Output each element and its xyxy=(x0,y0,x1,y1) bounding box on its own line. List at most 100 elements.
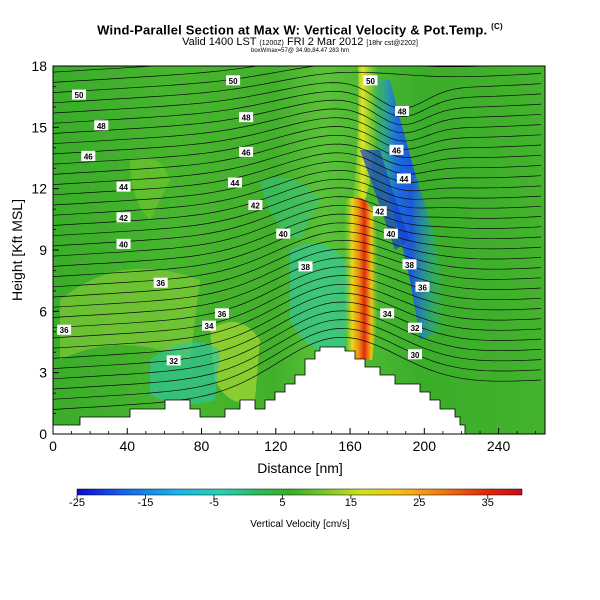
contour-label: 30 xyxy=(408,349,423,360)
theta-contour-line xyxy=(53,196,542,247)
theta-contour-line xyxy=(53,336,542,410)
y-tick-label: 18 xyxy=(31,58,47,74)
theta-contour-line xyxy=(53,301,542,369)
chart-title-text: Wind-Parallel Section at Max W: Vertical… xyxy=(97,22,488,38)
contour-label-box xyxy=(227,177,242,188)
contour-label: 50 xyxy=(71,89,86,100)
x-tick-label: 40 xyxy=(119,438,135,454)
contour-label-text: 42 xyxy=(119,214,128,223)
theta-contour-line xyxy=(53,71,542,104)
colorbar-ticks: -25 -15 -5 5 15 25 35 xyxy=(69,495,494,509)
contour-label-text: 40 xyxy=(279,230,288,239)
contour-label-box xyxy=(248,200,263,211)
contour-label-box xyxy=(201,320,216,331)
contour-label-box xyxy=(57,324,72,335)
colorbar-label: Vertical Velocity [cm/s] xyxy=(250,519,350,530)
colorbar-tick-label: 35 xyxy=(482,497,494,509)
contour-label: 40 xyxy=(116,238,131,249)
theta-contour-line xyxy=(53,66,160,73)
y-tick-label: 3 xyxy=(39,365,47,381)
x-tick-label: 200 xyxy=(413,438,437,454)
contour-label-text: 36 xyxy=(418,283,427,292)
contour-label-text: 50 xyxy=(366,77,375,86)
contour-label-text: 50 xyxy=(75,91,84,100)
contour-label-box xyxy=(116,212,131,223)
contour-label-box xyxy=(276,228,291,239)
main-updraft-column xyxy=(343,196,379,360)
y-tick-label: 12 xyxy=(31,181,47,197)
x-tick-label: 0 xyxy=(49,438,57,454)
contour-label: 34 xyxy=(380,308,395,319)
contour-label-text: 48 xyxy=(242,114,251,123)
y-tick-label: 9 xyxy=(39,242,47,258)
colorbar-tick-label: 5 xyxy=(279,497,285,509)
contour-label-box xyxy=(226,75,241,86)
terrain-profile xyxy=(53,346,466,434)
contour-label-box xyxy=(239,146,254,157)
valid-run: [18hr cst@2202] xyxy=(366,40,418,47)
contour-label: 46 xyxy=(389,144,404,155)
theta-contour-line xyxy=(53,231,542,288)
theta-contour-line xyxy=(53,108,542,145)
contour-label: 40 xyxy=(276,228,291,239)
contour-label: 36 xyxy=(57,324,72,335)
contour-label-text: 48 xyxy=(97,122,106,131)
theta-contour-line xyxy=(53,187,542,237)
theta-contour-line xyxy=(53,169,542,216)
contour-label-box xyxy=(116,238,131,249)
contour-label: 38 xyxy=(402,259,417,270)
x-tick-label: 240 xyxy=(487,438,511,454)
downdraft-band xyxy=(370,80,445,340)
colorbar-tick-label: 15 xyxy=(345,497,357,509)
y-tick-label: 6 xyxy=(39,303,47,319)
updraft-patch-hill xyxy=(210,322,260,403)
valid-utc: (1200Z) xyxy=(259,40,284,47)
contour-label-box xyxy=(396,173,411,184)
theta-contour-line xyxy=(53,275,542,339)
downdraft-patch-mid xyxy=(260,177,320,240)
theta-contour-line xyxy=(53,248,542,308)
theta-contour-line xyxy=(53,126,542,165)
contour-label: 42 xyxy=(372,206,387,217)
theta-contour-line xyxy=(53,90,542,124)
contour-label-box xyxy=(153,277,168,288)
contour-label-text: 38 xyxy=(405,261,414,270)
contour-label-box xyxy=(402,259,417,270)
contour-label-box xyxy=(81,150,96,161)
contour-label: 34 xyxy=(201,320,216,331)
contour-label-text: 44 xyxy=(230,179,239,188)
y-tick-label: 15 xyxy=(31,119,47,135)
theta-contour-line xyxy=(53,66,497,93)
contour-label-box xyxy=(363,75,378,86)
contour-label-box xyxy=(214,308,229,319)
contour-label: 48 xyxy=(395,105,410,116)
contour-label-text: 32 xyxy=(411,324,420,333)
chart-title-mark: (C) xyxy=(491,22,503,31)
colorbar-tick-label: -25 xyxy=(69,497,85,509)
contour-label-text: 42 xyxy=(375,208,384,217)
contour-label: 46 xyxy=(81,150,96,161)
contour-label-text: 30 xyxy=(411,351,420,360)
theta-contour-line xyxy=(53,319,542,390)
x-tick-label: 120 xyxy=(264,438,288,454)
contour-label: 46 xyxy=(239,146,254,157)
contour-label: 36 xyxy=(153,277,168,288)
theta-contour-line xyxy=(53,82,542,114)
contour-label-box xyxy=(372,206,387,217)
contour-label-box xyxy=(166,355,181,366)
contour-label-text: 42 xyxy=(251,202,260,211)
contour-label-box xyxy=(116,181,131,192)
theta-contour-line xyxy=(53,292,542,359)
theta-contour-line xyxy=(53,283,542,349)
theta-contour-line xyxy=(53,310,542,380)
contour-label-text: 46 xyxy=(242,148,251,157)
valid-prefix: Valid 1400 LST xyxy=(182,36,257,48)
x-tick-label: 80 xyxy=(194,438,210,454)
contour-label-text: 34 xyxy=(383,310,392,319)
contour-label-text: 44 xyxy=(119,183,128,192)
contour-label-box xyxy=(380,308,395,319)
theta-contour-line xyxy=(53,143,542,185)
y-axis-label: Height [Kft MSL] xyxy=(9,199,25,301)
